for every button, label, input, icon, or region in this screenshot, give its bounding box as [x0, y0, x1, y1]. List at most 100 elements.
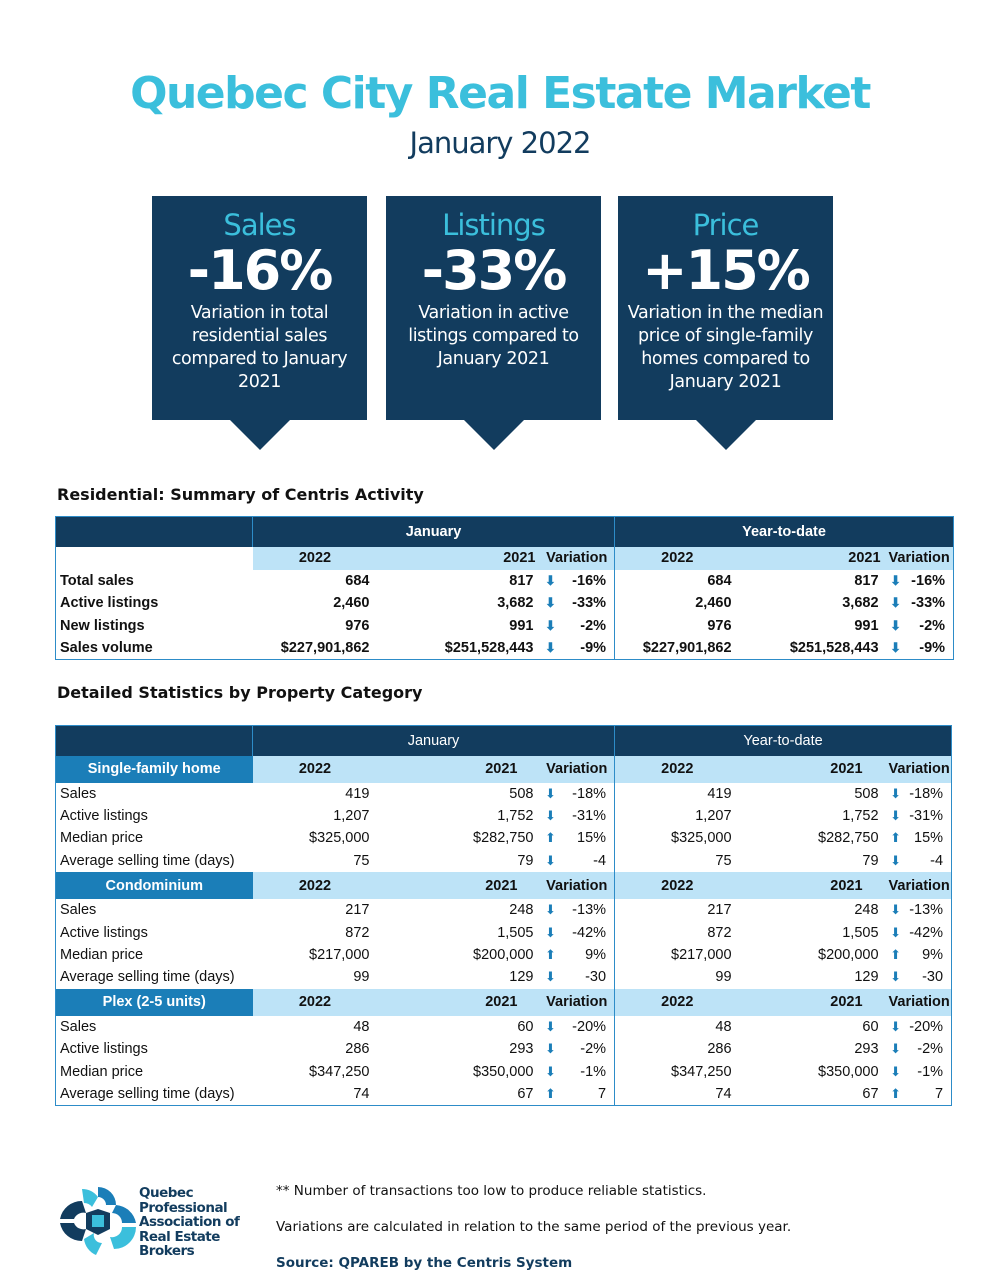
arrow-down-icon: ⬇ — [890, 785, 901, 801]
value-2022: 1,207 — [614, 804, 740, 828]
row-label: Active listings — [60, 808, 148, 825]
arrow-down-icon: ⬇ — [890, 902, 901, 918]
value-2022: $347,250 — [614, 1060, 740, 1083]
arrow-down-icon: ⬇ — [545, 1063, 556, 1079]
table-row: Sales volume $227,901,862 $251,528,443 ⬇ -9%… — [56, 637, 954, 660]
arrow-down-icon: ⬇ — [545, 808, 556, 824]
card-description: Variation in active listings compared to… — [408, 303, 579, 369]
value-2022: 872 — [614, 921, 740, 944]
col-2021: 2021 — [377, 872, 540, 900]
variation-cell: ⬇ -4 — [540, 850, 615, 872]
variation-value: -18% — [909, 785, 944, 802]
col-variation: Variation — [539, 872, 615, 900]
value-2022: 286 — [345, 1041, 370, 1058]
value-2021: 129 — [854, 969, 879, 986]
variation-value: -2% — [580, 617, 607, 634]
summary-title: Residential: Summary of Centris Activity — [57, 485, 424, 504]
value-2022: 2,460 — [614, 592, 740, 615]
variation-cell: ⬇ -9% — [885, 637, 954, 660]
sales-card: Sales -16% Variation in total residentia… — [152, 196, 367, 450]
value-2021: 817 — [854, 572, 879, 589]
logo-text: Quebec Professional Association of Real … — [139, 1185, 240, 1259]
value-2021: 508 — [854, 785, 879, 802]
table-row: Average selling time (days) 74 67 ⬆ 7 74 67 ⬆ 7 — [56, 1082, 952, 1106]
col-variation: Variation — [884, 755, 952, 783]
row-label: Median price — [60, 830, 144, 847]
value-2022: 217 — [614, 899, 740, 922]
value-2022: 419 — [614, 782, 740, 805]
variation-cell: ⬆ 15% — [540, 827, 615, 849]
group-ytd: Year-to-date — [614, 516, 954, 547]
value-2022: $325,000 — [309, 830, 370, 847]
variation-value: -16% — [572, 572, 607, 589]
arrow-up-icon: ⬆ — [890, 1085, 901, 1101]
page-title: Quebec City Real Estate Market — [130, 68, 871, 119]
source-note: Source: QPAREB by the Centris System — [276, 1255, 573, 1271]
variation-cell: ⬇ -1% — [540, 1060, 615, 1082]
variation-value: -20% — [909, 1018, 944, 1035]
variation-value: -2% — [917, 1041, 944, 1058]
value-2021: 991 — [854, 617, 879, 634]
arrow-up-icon: ⬆ — [545, 830, 556, 846]
detailed-table: January Year-to-date Single-family home 202… — [55, 725, 953, 1106]
listings-card: Listings -33% Variation in active listin… — [386, 196, 601, 450]
value-2022: $217,000 — [614, 943, 740, 967]
value-2021: 79 — [862, 852, 879, 869]
value-2022: 2,460 — [333, 595, 370, 612]
value-2021: 1,505 — [842, 924, 879, 941]
value-2022: 419 — [345, 785, 370, 802]
arrow-down-icon: ⬇ — [545, 595, 556, 611]
group-january: January — [251, 725, 615, 756]
variation-cell: ⬆ 9% — [885, 944, 952, 966]
value-2021: 3,682 — [497, 595, 534, 612]
value-2022: 48 — [353, 1018, 370, 1035]
value-2021: 67 — [517, 1085, 534, 1102]
arrow-down-icon: ⬇ — [545, 969, 556, 985]
value-2022: 684 — [614, 569, 740, 592]
col-variation: Variation — [539, 546, 615, 570]
variation-value: -2% — [919, 617, 946, 634]
row-label: Average selling time (days) — [60, 1085, 235, 1102]
summary-table: January Year-to-date 2022 2021 Variation 2022… — [55, 516, 955, 660]
value-2021: 60 — [517, 1018, 534, 1035]
arrow-down-icon: ⬇ — [545, 1018, 556, 1034]
value-2022: 286 — [614, 1038, 740, 1061]
row-label: Active listings — [60, 924, 148, 941]
category-name: Single-family home — [55, 755, 253, 783]
footnote-variations: Variations are calculated in relation to… — [276, 1219, 792, 1235]
variation-cell: ⬇ -30 — [540, 966, 615, 988]
value-2021: $282,750 — [473, 830, 534, 847]
variation-cell: ⬇ -9% — [540, 637, 615, 660]
variation-value: -33% — [911, 595, 946, 612]
row-label: Median price — [60, 947, 144, 964]
variation-cell: ⬇ -20% — [885, 1016, 952, 1038]
variation-value: -1% — [580, 1063, 607, 1080]
card-value: +15% — [642, 239, 811, 302]
arrow-down-icon: ⬇ — [545, 640, 556, 655]
value-2022: 872 — [345, 924, 370, 941]
card-heading: Listings — [442, 208, 546, 242]
value-2021: 3,682 — [842, 595, 879, 612]
arrow-down-icon: ⬇ — [890, 640, 901, 655]
corner-cell — [55, 546, 253, 570]
card-heading: Price — [692, 208, 760, 242]
variation-value: -16% — [911, 572, 946, 589]
variation-value: -18% — [572, 785, 607, 802]
col-2021: 2021 — [377, 988, 540, 1016]
arrow-up-icon: ⬆ — [545, 947, 556, 963]
variation-cell: ⬇ -31% — [885, 805, 952, 827]
category-name: Plex (2-5 units) — [55, 988, 253, 1016]
col-variation: Variation — [539, 755, 615, 783]
variation-cell: ⬇ -16% — [885, 570, 954, 593]
card-value: -33% — [421, 239, 568, 302]
value-2022: $217,000 — [309, 947, 370, 964]
card-heading: Sales — [223, 208, 296, 242]
value-2021: 1,505 — [497, 924, 534, 941]
variation-cell: ⬆ 7 — [885, 1083, 952, 1105]
price-card: Price +15% Variation in the median price… — [618, 196, 833, 450]
arrow-down-icon: ⬇ — [545, 617, 556, 633]
col-2022: 2022 — [614, 546, 740, 570]
table-row: Sales 217 248 ⬇ -13% 217 248 ⬇ -13% — [56, 899, 952, 922]
arrow-down-icon: ⬇ — [890, 572, 901, 588]
value-2022: $347,250 — [309, 1063, 370, 1080]
